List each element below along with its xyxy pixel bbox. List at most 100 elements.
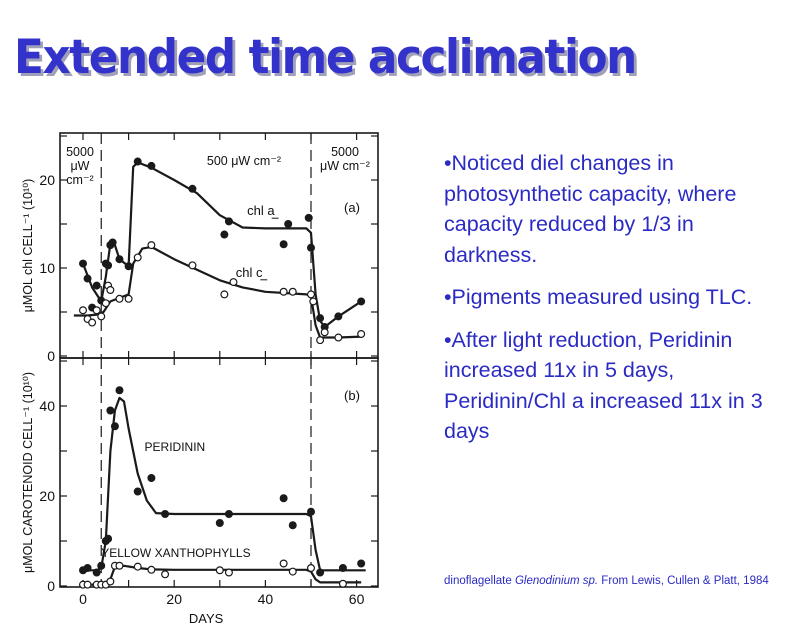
data-point xyxy=(215,566,224,575)
x-axis-label: DAYS xyxy=(189,611,224,626)
citation-prefix: dinoflagellate xyxy=(444,575,515,587)
data-point xyxy=(115,255,124,264)
panel-label: (b) xyxy=(344,388,360,403)
data-point xyxy=(92,281,101,290)
y-tick-label: 10 xyxy=(39,260,55,276)
data-point xyxy=(320,328,329,337)
data-point xyxy=(104,261,113,270)
data-point xyxy=(106,286,115,295)
data-point xyxy=(88,318,97,327)
data-point xyxy=(220,290,229,299)
data-point xyxy=(92,568,101,577)
data-point xyxy=(338,563,347,572)
series-line xyxy=(81,161,362,329)
data-point xyxy=(307,290,316,299)
y-tick-label: 20 xyxy=(39,488,55,504)
data-point xyxy=(133,487,142,496)
data-point xyxy=(110,422,119,431)
data-point xyxy=(147,161,156,170)
data-point xyxy=(97,561,106,570)
data-point xyxy=(224,568,233,577)
bullet-pigments-tlc: •Pigments measured using TLC. xyxy=(444,285,753,309)
data-point xyxy=(83,580,92,589)
light-period-label: 5000 xyxy=(331,145,359,159)
x-tick-label: 40 xyxy=(258,591,274,607)
series-chl-a: chl a xyxy=(78,157,366,331)
data-point xyxy=(161,570,170,579)
data-point xyxy=(357,559,366,568)
x-tick-label: 60 xyxy=(349,591,365,607)
data-point xyxy=(108,238,117,247)
series-line xyxy=(83,396,366,572)
data-point xyxy=(215,518,224,527)
bullet-list: •Noticed diel changes in photosynthetic … xyxy=(444,148,784,459)
data-point xyxy=(338,579,347,588)
data-point xyxy=(334,333,343,342)
light-period-label: μW cm⁻² xyxy=(320,159,370,173)
data-point xyxy=(83,274,92,283)
data-point xyxy=(220,230,229,239)
data-point xyxy=(133,253,142,262)
slide-title: Extended time acclimation xyxy=(14,30,637,85)
data-point xyxy=(115,386,124,395)
data-point xyxy=(316,336,325,345)
y-axis-label: μMOL CAROTENOID CELL⁻¹ (10¹⁰) xyxy=(21,372,35,573)
data-point xyxy=(83,563,92,572)
data-point xyxy=(101,299,110,308)
panel-label: (a) xyxy=(344,200,360,215)
light-period-label: cm⁻² xyxy=(66,173,93,187)
series-label: PERIDININ xyxy=(145,440,206,454)
y-tick-label: 40 xyxy=(39,398,55,414)
data-point xyxy=(188,261,197,270)
bullet-diel-changes: •Noticed diel changes in photosynthetic … xyxy=(444,151,737,267)
x-tick-label: 20 xyxy=(166,591,182,607)
data-point xyxy=(115,294,124,303)
data-point xyxy=(161,510,170,519)
data-point xyxy=(307,563,316,572)
data-point xyxy=(288,567,297,576)
data-point xyxy=(115,561,124,570)
light-period-label: 5000 xyxy=(66,145,94,159)
data-point xyxy=(307,507,316,516)
chart-panel-b: 0 20 40 0 20 40 60 μMOL CAROTENOID CELL⁻¹ (10¹⁰… xyxy=(21,357,379,626)
data-point xyxy=(288,521,297,530)
data-point xyxy=(316,314,325,323)
series-label: YELLOW XANTHOPHYLLS xyxy=(101,546,250,560)
data-point xyxy=(309,297,318,306)
data-point xyxy=(97,312,106,321)
data-point xyxy=(316,568,325,577)
data-point xyxy=(304,213,313,222)
data-point xyxy=(279,287,288,296)
series-chl-c: chl c xyxy=(73,241,366,345)
series-label: chl c xyxy=(236,265,263,280)
data-point xyxy=(279,559,288,568)
series-line xyxy=(73,245,362,339)
y-tick-label: 0 xyxy=(47,348,55,364)
data-point xyxy=(124,262,133,271)
series-peridinin: PERIDININ xyxy=(78,386,366,577)
data-point xyxy=(224,510,233,519)
data-point xyxy=(307,243,316,252)
data-point xyxy=(92,306,101,315)
light-period-label: 500 μW cm⁻² xyxy=(207,154,281,168)
series-yellow-xanthophylls: YELLOW XANTHOPHYLLS xyxy=(78,546,362,589)
data-point xyxy=(288,287,297,296)
x-tick-label: 0 xyxy=(79,591,87,607)
data-point xyxy=(334,312,343,321)
data-point xyxy=(357,330,366,339)
data-point xyxy=(357,297,366,306)
citation: dinoflagellate Glenodinium sp. From Lewi… xyxy=(444,572,784,590)
data-point xyxy=(188,184,197,193)
data-point xyxy=(78,259,87,268)
citation-source: From Lewis, Cullen & Platt, 1984 xyxy=(598,575,769,587)
data-point xyxy=(147,565,156,574)
data-point xyxy=(133,562,142,571)
citation-species: Glenodinium sp. xyxy=(514,575,599,587)
data-point xyxy=(279,240,288,249)
y-tick-label: 20 xyxy=(39,172,55,188)
data-point xyxy=(147,474,156,483)
light-period-label: μW xyxy=(70,159,89,173)
data-point xyxy=(279,494,288,503)
